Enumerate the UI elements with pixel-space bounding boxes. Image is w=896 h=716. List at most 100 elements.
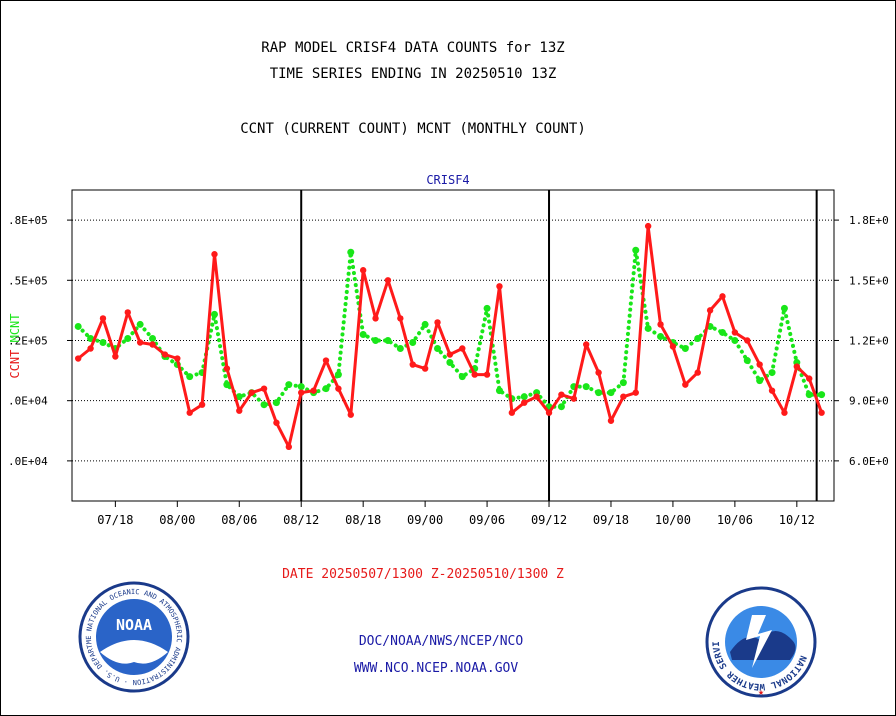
title-line-2: TIME SERIES ENDING IN 20250510 13Z <box>270 66 557 82</box>
ccnt-point <box>533 393 540 400</box>
ccnt-point <box>483 371 491 378</box>
ccnt-point <box>657 321 664 328</box>
x-tick-label: 08/12 <box>283 513 319 527</box>
ccnt-point <box>471 371 478 378</box>
x-tick-label: 09/06 <box>469 513 505 527</box>
x-tick-label: 10/00 <box>655 513 691 527</box>
mcnt-point <box>805 391 813 399</box>
mcnt-point <box>495 387 503 395</box>
x-tick-label: 08/00 <box>159 513 195 527</box>
ccnt-point <box>818 409 825 416</box>
mcnt-point <box>210 310 218 318</box>
mcnt-point <box>87 334 95 342</box>
ccnt-point <box>781 409 788 416</box>
mcnt-point <box>446 359 454 367</box>
mcnt-point <box>285 381 293 389</box>
nws-star-icon: ★ <box>758 687 764 698</box>
ccnt-point <box>260 385 268 392</box>
x-tick-label: 10/06 <box>717 513 753 527</box>
mcnt-point <box>768 369 776 377</box>
ccnt-point <box>236 407 243 414</box>
mcnt-point <box>297 383 305 391</box>
y-tick-label-left: .5E+05 <box>8 274 48 287</box>
mcnt-point <box>644 324 652 332</box>
x-tick-label: 09/00 <box>407 513 443 527</box>
mcnt-point <box>681 345 689 353</box>
x-tick-label: 07/18 <box>97 513 133 527</box>
y-tick-label-right: 1.5E+0 <box>849 274 889 287</box>
mcnt-point <box>124 334 132 342</box>
mcnt-point <box>334 371 342 379</box>
mcnt-point <box>223 381 231 389</box>
ccnt-point <box>508 409 516 416</box>
x-tick-label: 09/12 <box>531 513 567 527</box>
mcnt-point <box>607 389 615 397</box>
mcnt-point <box>619 379 627 387</box>
mcnt-point <box>186 373 194 381</box>
ccnt-point <box>607 417 615 424</box>
y-tick-label-right: 6.0E+0 <box>849 455 889 468</box>
x-tick-label: 08/06 <box>221 513 257 527</box>
ccnt-point <box>74 355 82 362</box>
grid-layer <box>72 219 834 462</box>
y-tick-label-right: 1.8E+0 <box>849 214 889 227</box>
date-range: DATE 20250507/1300 Z-20250510/1300 Z <box>282 567 564 582</box>
mcnt-point <box>347 248 355 256</box>
ccnt-point <box>124 309 131 316</box>
x-tick-label: 10/12 <box>779 513 815 527</box>
mcnt-point <box>99 338 107 346</box>
ccnt-point <box>335 385 342 392</box>
mcnt-point <box>409 338 417 346</box>
ccnt-point <box>682 381 689 388</box>
mcnt-point <box>74 322 82 330</box>
ccnt-point <box>409 361 416 368</box>
mcnt-point <box>384 336 392 344</box>
mcnt-point <box>421 320 429 328</box>
ccnt-point <box>744 337 751 344</box>
mcnt-point <box>582 383 590 391</box>
y-tick-label-left: .0E+04 <box>8 395 48 408</box>
footer-url: WWW.NCO.NCEP.NOAA.GOV <box>354 661 519 676</box>
y-tick-label-left: .8E+05 <box>8 214 48 227</box>
ccnt-point <box>694 369 701 376</box>
axis-layer: .8E+05 1.8E+0 .5E+05 1.5E+0 .2E+05 1.2E+0 .0E+… <box>8 189 889 527</box>
y-tick-label-left: .2E+05 <box>8 334 48 347</box>
title-line-1: RAP MODEL CRISF4 DATA COUNTS for 13Z <box>261 40 564 56</box>
mcnt-point <box>235 393 243 401</box>
ccnt-point <box>186 409 193 416</box>
ccnt-point <box>310 387 317 394</box>
mcnt-point <box>272 399 280 407</box>
series-layer <box>74 222 826 451</box>
y-axis-label: CCNT MCNT <box>8 313 22 378</box>
mcnt-point <box>632 246 640 254</box>
ccnt-point <box>620 393 627 400</box>
title-line-3: CCNT (CURRENT COUNT) MCNT (MONTHLY COUNT… <box>240 121 586 137</box>
ccnt-point <box>347 411 354 418</box>
ccnt-point <box>112 353 119 360</box>
mcnt-point <box>322 385 330 393</box>
mcnt-point <box>458 373 466 381</box>
mcnt-point <box>396 345 404 353</box>
ccnt-point <box>731 329 739 336</box>
ccnt-point <box>397 315 404 322</box>
ccnt-point <box>223 365 231 372</box>
mcnt-point <box>756 377 764 385</box>
footer-path: DOC/NOAA/NWS/NCEP/NCO <box>359 634 524 649</box>
mcnt-point <box>359 330 367 338</box>
x-tick-label: 08/18 <box>345 513 381 527</box>
ccnt-point <box>793 363 801 370</box>
ccnt-point <box>706 307 714 314</box>
ccnt-point <box>756 361 763 368</box>
ccnt-point <box>136 339 144 346</box>
ccnt-point <box>806 375 813 382</box>
mcnt-point <box>483 304 491 312</box>
ccnt-point <box>446 351 454 358</box>
y-tick-label-right: 9.0E+0 <box>849 395 889 408</box>
ccnt-point <box>582 341 590 348</box>
y-axis-label-ccnt: CCNT <box>8 350 22 379</box>
mcnt-point <box>557 403 565 411</box>
mcnt-point <box>731 336 739 344</box>
ccnt-point <box>644 222 652 230</box>
ccnt-point <box>298 389 305 396</box>
ccnt-point <box>558 391 565 398</box>
